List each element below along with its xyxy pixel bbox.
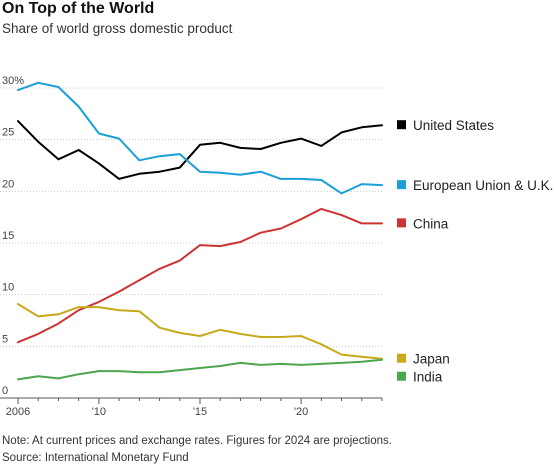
legend-label: India	[413, 370, 443, 385]
legend-swatch	[397, 120, 406, 130]
legend-swatch	[397, 371, 406, 381]
series-line	[17, 358, 383, 381]
y-tick-label: 30%	[2, 75, 24, 87]
y-tick-label: 0	[2, 385, 8, 397]
legend: United States European Union & U.K. China J…	[397, 118, 553, 385]
y-tick-label: 5	[2, 333, 8, 345]
x-tick-label: '20	[294, 406, 308, 418]
legend-label: European Union & U.K.	[413, 178, 553, 193]
chart-note: Note: At current prices and exchange rat…	[2, 435, 392, 447]
y-tick-label: 25	[2, 127, 14, 139]
series-line	[17, 81, 383, 195]
legend-label: China	[413, 216, 449, 231]
legend-label: Japan	[413, 352, 450, 367]
axes: 0 5 10 15 20 25 30% 2006 '10 '15 '20	[0, 75, 383, 418]
x-tick-label: 2006	[6, 406, 30, 418]
series-line	[17, 120, 383, 180]
legend-label: United States	[413, 118, 494, 133]
legend-swatch	[397, 353, 406, 363]
series-line	[17, 207, 383, 344]
legend-swatch	[397, 218, 406, 228]
y-tick-label: 15	[2, 230, 14, 242]
chart-source: Source: International Monetary Fund	[2, 452, 189, 464]
chart-subtitle: Share of world gross domestic product	[2, 21, 233, 36]
series-lines	[17, 81, 383, 381]
x-tick-label: '10	[92, 406, 106, 418]
y-tick-label: 20	[2, 178, 14, 190]
legend-swatch	[397, 180, 406, 190]
series-line	[17, 303, 383, 360]
y-tick-label: 10	[2, 282, 14, 294]
x-tick-label: '15	[193, 406, 207, 418]
gridlines	[0, 87, 382, 347]
chart-title: On Top of the World	[2, 0, 155, 17]
